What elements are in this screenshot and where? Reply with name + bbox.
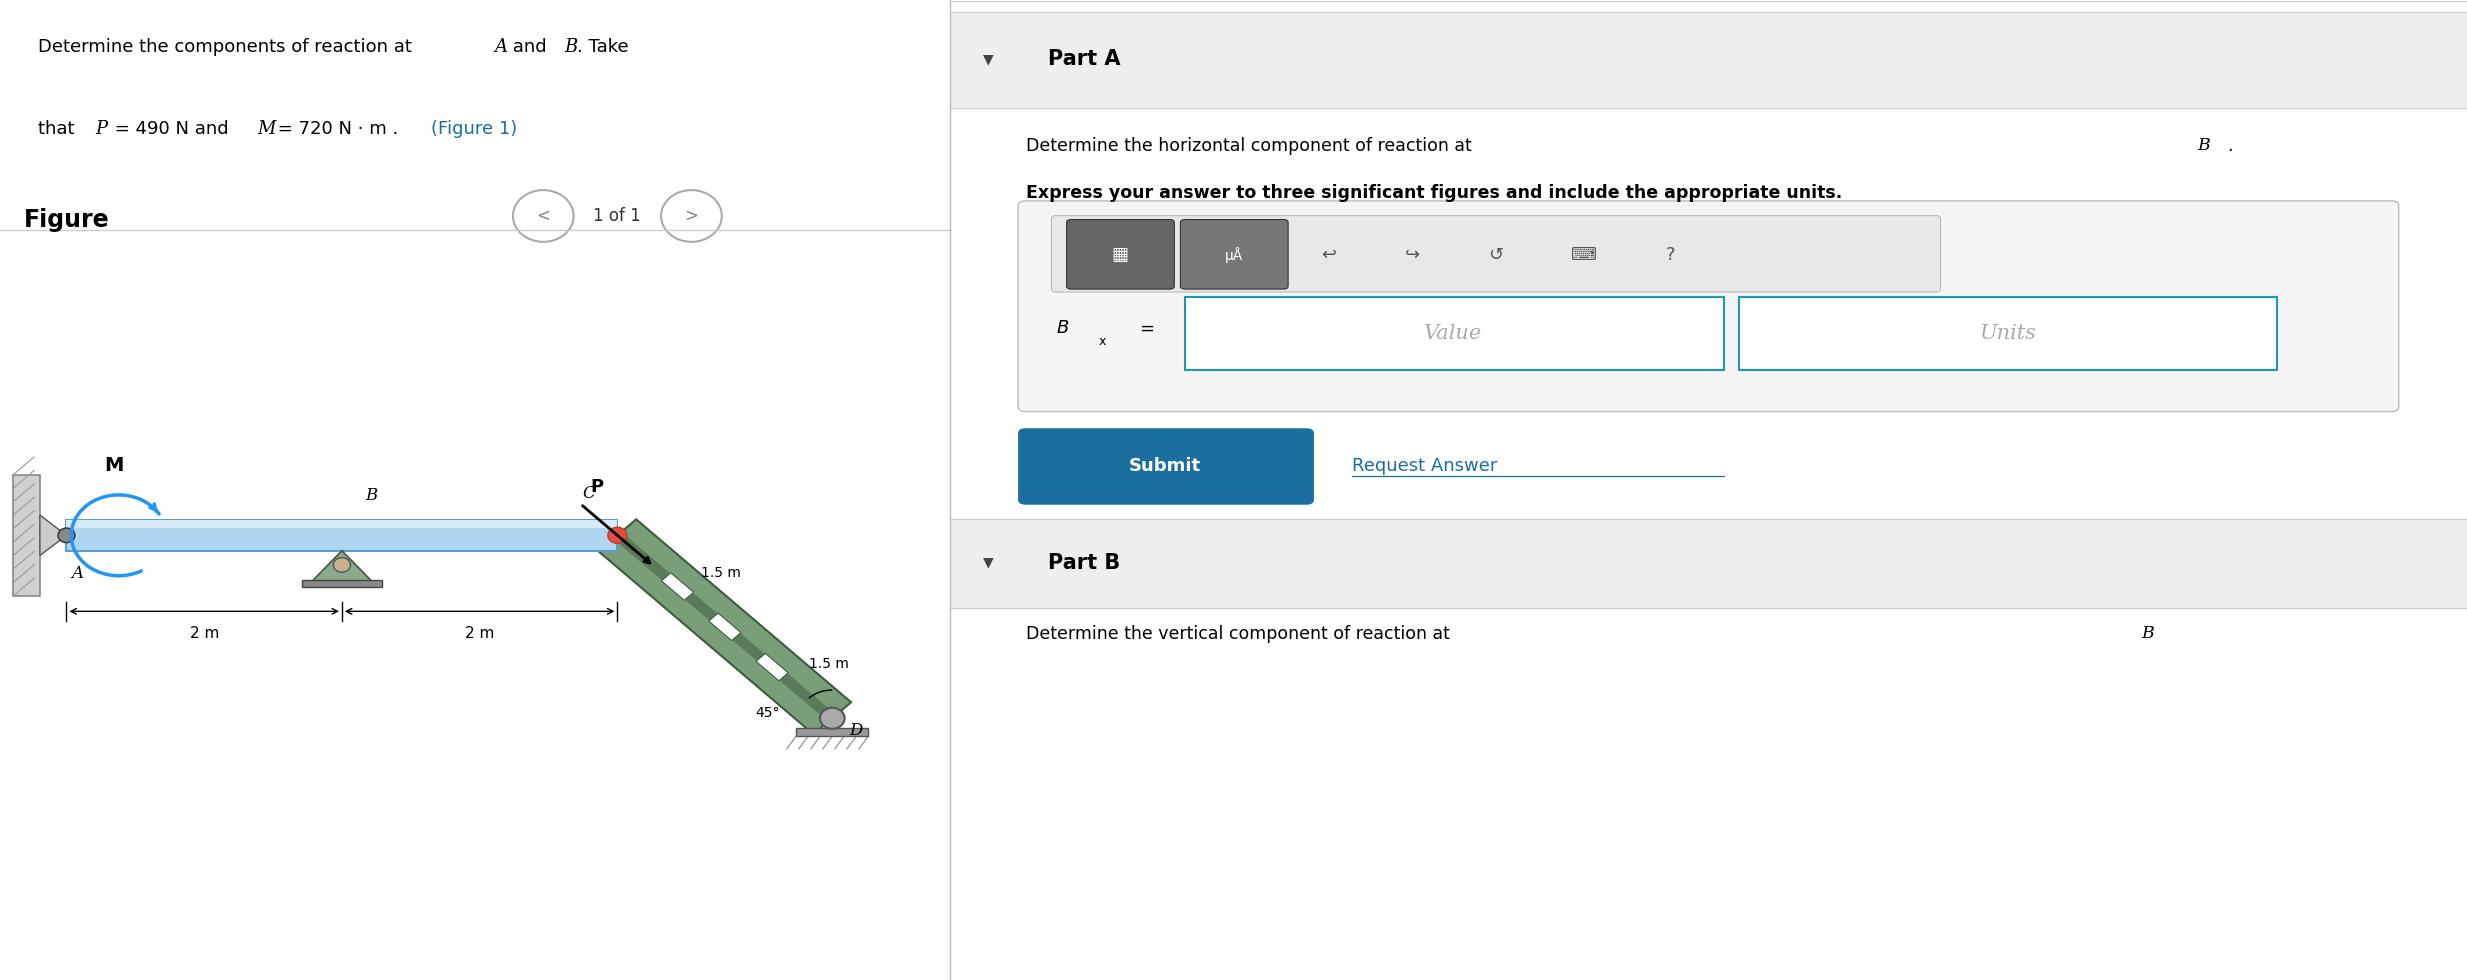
Text: A: A	[493, 37, 506, 56]
Text: 2 m: 2 m	[464, 626, 493, 641]
Text: B: B	[365, 487, 377, 504]
Text: 1.5 m: 1.5 m	[809, 658, 849, 671]
Polygon shape	[755, 654, 789, 681]
Text: μÅ: μÅ	[1224, 247, 1243, 263]
Text: Determine the components of reaction at: Determine the components of reaction at	[37, 37, 417, 56]
Text: B: B	[2141, 625, 2154, 642]
Circle shape	[333, 558, 350, 572]
Bar	[301, 580, 382, 587]
Text: $B$: $B$	[1056, 319, 1068, 337]
Bar	[67, 520, 617, 528]
Polygon shape	[39, 515, 67, 556]
Text: 45°: 45°	[755, 706, 780, 720]
Text: D: D	[849, 722, 863, 739]
Text: Value: Value	[1423, 323, 1483, 343]
Text: P: P	[590, 478, 602, 496]
Polygon shape	[661, 573, 693, 601]
Text: C: C	[582, 485, 595, 502]
Text: ↪: ↪	[1406, 246, 1421, 264]
Text: 1.5 m: 1.5 m	[701, 566, 743, 580]
Text: Determine the vertical component of reaction at: Determine the vertical component of reac…	[1026, 625, 1456, 643]
Text: . Take: . Take	[577, 37, 629, 56]
Text: 2 m: 2 m	[190, 626, 220, 641]
Polygon shape	[311, 551, 373, 582]
Text: A: A	[72, 565, 84, 582]
Text: Submit: Submit	[1130, 458, 1201, 475]
FancyBboxPatch shape	[1739, 297, 2277, 370]
Text: Part A: Part A	[1048, 49, 1120, 69]
Text: Determine the horizontal component of reaction at: Determine the horizontal component of re…	[1026, 137, 1478, 155]
Text: ↩: ↩	[1322, 246, 1337, 264]
Circle shape	[819, 708, 844, 729]
Circle shape	[57, 528, 74, 543]
Bar	[67, 520, 617, 551]
Text: .: .	[2228, 137, 2233, 155]
FancyBboxPatch shape	[1184, 297, 1724, 370]
FancyBboxPatch shape	[1019, 428, 1315, 505]
Text: Units: Units	[1979, 323, 2035, 343]
Text: =: =	[1140, 319, 1155, 337]
Text: B: B	[2198, 137, 2210, 154]
Text: = 490 N and: = 490 N and	[109, 121, 234, 138]
Text: M: M	[104, 457, 123, 475]
Text: 1 of 1: 1 of 1	[595, 207, 641, 225]
Text: Part B: Part B	[1048, 553, 1120, 572]
Bar	[950, 12, 2467, 108]
Text: = 720 N · m .: = 720 N · m .	[271, 121, 397, 138]
FancyBboxPatch shape	[1179, 220, 1288, 289]
Text: ▼: ▼	[984, 556, 994, 569]
Text: ▦: ▦	[1110, 246, 1127, 264]
Text: Figure: Figure	[25, 208, 109, 232]
FancyBboxPatch shape	[1051, 216, 1942, 292]
Text: M: M	[257, 121, 276, 138]
Bar	[950, 519, 2467, 608]
Text: (Figure 1): (Figure 1)	[432, 121, 518, 138]
Polygon shape	[599, 519, 851, 734]
Text: ⌨: ⌨	[1571, 246, 1596, 264]
Text: P: P	[96, 121, 106, 138]
Text: B: B	[565, 37, 577, 56]
Text: x: x	[1098, 334, 1105, 348]
Polygon shape	[614, 532, 836, 721]
Text: and: and	[508, 37, 553, 56]
Bar	[797, 728, 868, 736]
Text: Express your answer to three significant figures and include the appropriate uni: Express your answer to three significant…	[1026, 184, 1843, 202]
Text: ↺: ↺	[1488, 246, 1502, 264]
Text: ?: ?	[1665, 246, 1675, 264]
FancyBboxPatch shape	[1066, 220, 1174, 289]
FancyBboxPatch shape	[1019, 201, 2398, 412]
Polygon shape	[708, 613, 740, 641]
Text: that: that	[37, 121, 81, 138]
Text: >: >	[683, 207, 698, 225]
Text: <: <	[535, 207, 550, 225]
Text: ▼: ▼	[984, 52, 994, 66]
Bar	[12, 474, 39, 596]
Text: Request Answer: Request Answer	[1352, 458, 1497, 475]
Circle shape	[607, 527, 627, 543]
